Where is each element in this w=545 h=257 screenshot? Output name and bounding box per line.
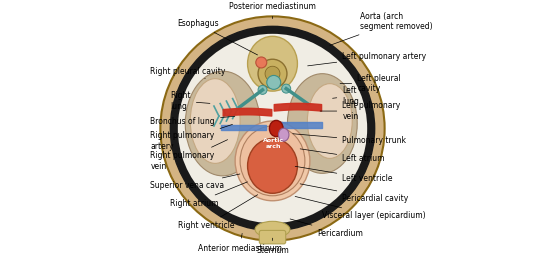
Text: Sternum: Sternum (256, 238, 289, 255)
Text: Left pulmonary
vein: Left pulmonary vein (320, 101, 401, 121)
Text: Left ventricle: Left ventricle (295, 166, 393, 183)
Text: Aorta (arch
segment removed): Aorta (arch segment removed) (330, 12, 432, 45)
Text: Anterior mediastinum: Anterior mediastinum (198, 233, 282, 253)
Circle shape (267, 75, 281, 89)
FancyBboxPatch shape (259, 231, 286, 244)
Text: Aortic
arch: Aortic arch (263, 138, 284, 149)
Text: Left
lung: Left lung (332, 86, 359, 106)
Text: Left pulmonary artery: Left pulmonary artery (307, 52, 426, 66)
Ellipse shape (307, 84, 352, 158)
Text: Pericardial cavity: Pericardial cavity (300, 184, 409, 203)
Circle shape (282, 84, 290, 93)
Text: Visceral layer (epicardium): Visceral layer (epicardium) (295, 196, 426, 220)
Text: Pericardium: Pericardium (290, 219, 363, 238)
Text: Right atrium: Right atrium (171, 182, 247, 208)
Ellipse shape (190, 79, 240, 163)
Circle shape (265, 66, 280, 81)
Text: Bronchus of lung: Bronchus of lung (150, 116, 235, 125)
Ellipse shape (171, 26, 374, 231)
Text: Posterior mediastinum: Posterior mediastinum (229, 2, 316, 19)
Ellipse shape (178, 34, 367, 223)
Ellipse shape (255, 221, 290, 237)
Ellipse shape (160, 16, 385, 241)
Circle shape (256, 57, 267, 68)
Ellipse shape (247, 36, 298, 91)
Text: Right pulmonary
artery: Right pulmonary artery (150, 124, 233, 151)
Text: Right pleural cavity: Right pleural cavity (150, 67, 226, 79)
Text: Left atrium: Left atrium (300, 149, 385, 163)
Ellipse shape (287, 74, 357, 173)
Text: Right ventricle: Right ventricle (178, 195, 258, 230)
Ellipse shape (247, 139, 298, 193)
Text: Pulmonary trunk: Pulmonary trunk (293, 134, 406, 145)
Text: Right pulmonary
vein: Right pulmonary vein (150, 140, 228, 171)
Text: Esophagus: Esophagus (177, 19, 258, 55)
Circle shape (258, 59, 287, 88)
Ellipse shape (235, 121, 310, 201)
Ellipse shape (185, 71, 260, 176)
Ellipse shape (240, 126, 305, 196)
Text: Left pleural
cavity: Left pleural cavity (340, 74, 401, 93)
Ellipse shape (278, 128, 289, 141)
Ellipse shape (269, 120, 283, 137)
Circle shape (258, 85, 267, 94)
Text: Superior vena cava: Superior vena cava (150, 174, 240, 190)
Text: Right
lung: Right lung (171, 91, 210, 111)
